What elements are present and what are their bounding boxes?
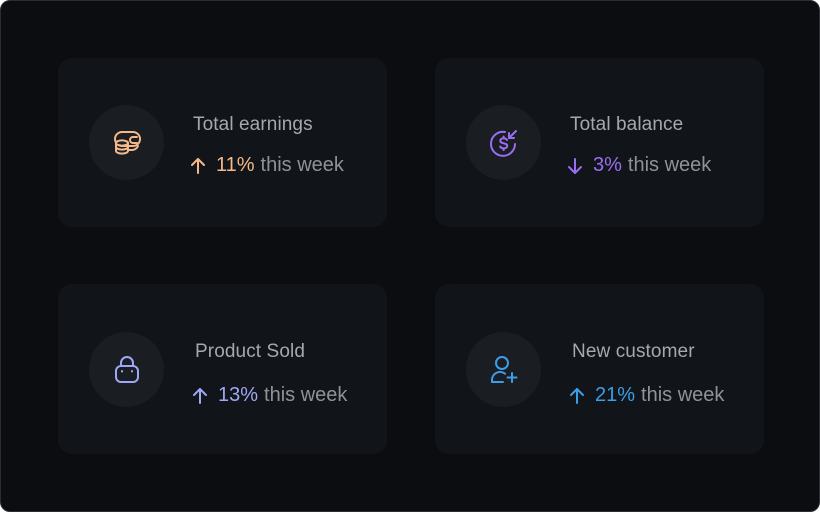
dollar-refresh-icon	[486, 125, 522, 161]
trend-period: this week	[641, 384, 725, 406]
arrow-up-icon	[568, 386, 586, 406]
coins-wallet-icon	[110, 126, 144, 160]
icon-badge	[466, 332, 541, 407]
stat-card-product-sold: Product Sold 13% this week	[58, 284, 387, 454]
trend-period: this week	[264, 384, 348, 406]
trend-stat: 13% this week	[191, 384, 347, 407]
card-title: Total earnings	[193, 114, 313, 135]
arrow-down-icon	[566, 156, 584, 176]
stat-card-new-customer: New customer 21% this week	[435, 284, 764, 454]
trend-stat: 3% this week	[566, 154, 711, 177]
icon-badge	[89, 332, 164, 407]
stat-card-total-balance: Total balance 3% this week	[435, 58, 764, 227]
trend-period: this week	[627, 154, 712, 176]
card-title: Product Sold	[195, 341, 305, 362]
icon-badge	[466, 105, 541, 180]
trend-period: this week	[260, 154, 344, 176]
trend-percent: 11%	[216, 154, 255, 176]
card-title: New customer	[572, 341, 695, 362]
trend-percent: 21%	[595, 384, 636, 406]
user-add-icon	[487, 353, 521, 387]
arrow-up-icon	[189, 156, 207, 176]
stat-card-total-earnings: Total earnings 11% this week	[58, 58, 387, 227]
card-title: Total balance	[570, 114, 684, 135]
trend-stat: 21% this week	[568, 384, 724, 407]
arrow-up-icon	[191, 386, 209, 406]
icon-badge	[89, 105, 164, 180]
trend-percent: 3%	[593, 154, 622, 176]
shopping-bag-icon	[111, 354, 143, 386]
trend-percent: 13%	[218, 384, 259, 406]
trend-stat: 11% this week	[189, 154, 344, 177]
